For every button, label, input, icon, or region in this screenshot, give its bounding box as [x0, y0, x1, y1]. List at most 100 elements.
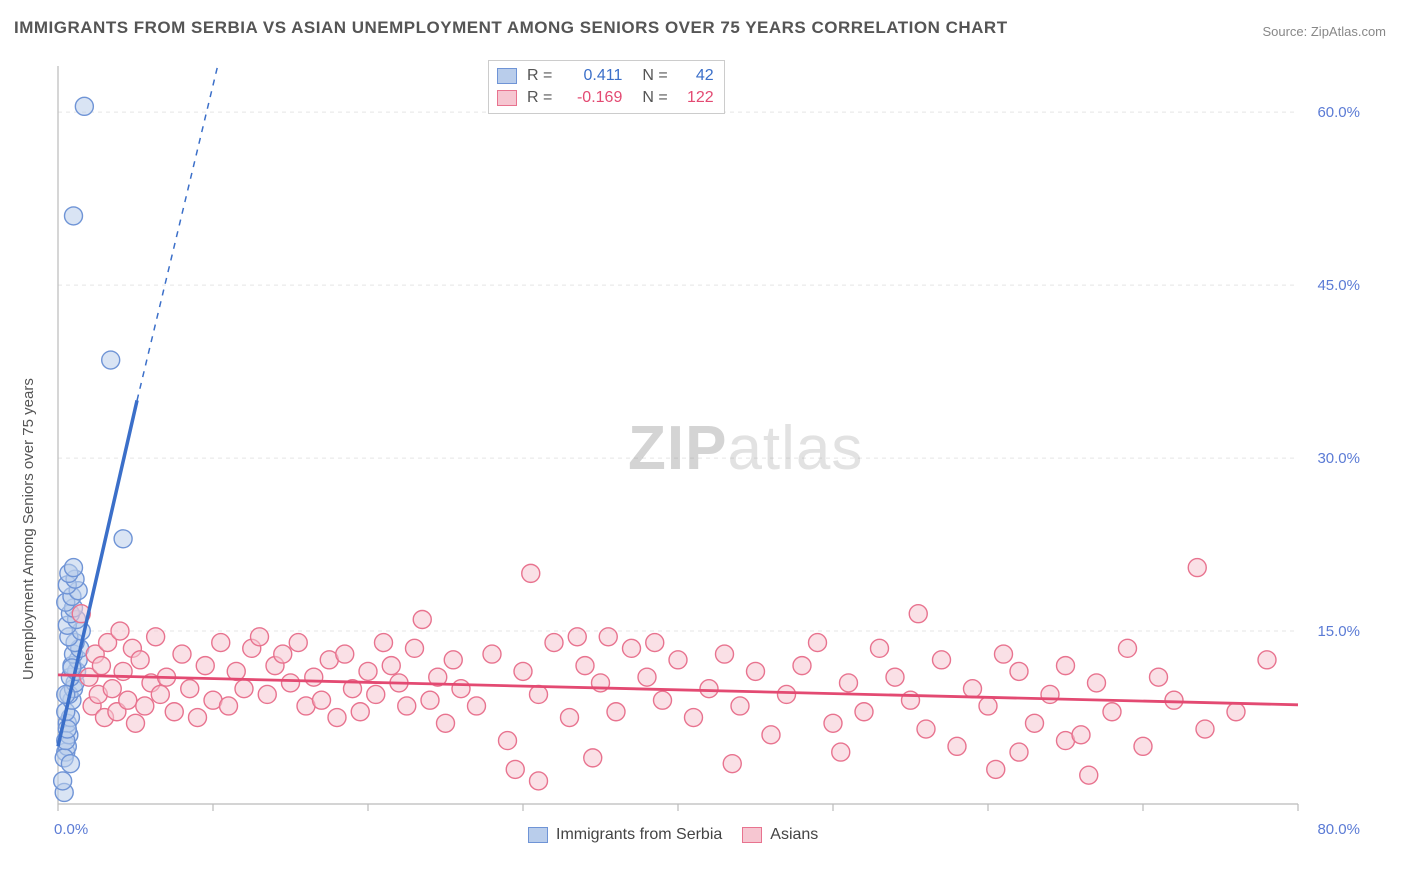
scatter-point — [1026, 714, 1044, 732]
scatter-point — [444, 651, 462, 669]
legend-label: Asians — [770, 826, 818, 844]
watermark: ZIPatlas — [628, 413, 863, 484]
scatter-point — [406, 639, 424, 657]
y-axis-label: Unemployment Among Seniors over 75 years — [20, 378, 37, 680]
scatter-point — [196, 657, 214, 675]
scatter-point — [669, 651, 687, 669]
scatter-point — [336, 645, 354, 663]
scatter-point — [731, 697, 749, 715]
scatter-point — [646, 634, 664, 652]
scatter-point — [987, 760, 1005, 778]
scatter-point — [1258, 651, 1276, 669]
trend-line-extrapolated — [137, 66, 218, 400]
scatter-point — [468, 697, 486, 715]
svg-text:80.0%: 80.0% — [1317, 821, 1360, 838]
series-legend: Immigrants from Serbia Asians — [528, 826, 818, 844]
scatter-point — [452, 680, 470, 698]
legend-row: R = -0.169N = 122 — [497, 87, 714, 109]
scatter-point — [1010, 743, 1028, 761]
scatter-point — [114, 530, 132, 548]
svg-text:15.0%: 15.0% — [1317, 623, 1360, 640]
scatter-point — [964, 680, 982, 698]
scatter-point — [871, 639, 889, 657]
scatter-point — [1188, 559, 1206, 577]
scatter-point — [832, 743, 850, 761]
scatter-point — [103, 680, 121, 698]
scatter-point — [75, 97, 93, 115]
scatter-point — [514, 662, 532, 680]
scatter-point — [948, 737, 966, 755]
scatter-point — [1072, 726, 1090, 744]
chart-plot-area: 15.0%30.0%45.0%60.0%0.0%80.0% ZIPatlas R… — [48, 58, 1368, 848]
scatter-point — [173, 645, 191, 663]
scatter-point — [530, 772, 548, 790]
scatter-point — [398, 697, 416, 715]
scatter-point — [483, 645, 501, 663]
scatter-point — [351, 703, 369, 721]
scatter-point — [437, 714, 455, 732]
scatter-point — [1150, 668, 1168, 686]
scatter-point — [685, 709, 703, 727]
scatter-point — [189, 709, 207, 727]
svg-text:45.0%: 45.0% — [1317, 277, 1360, 294]
legend-item: Asians — [742, 826, 818, 844]
scatter-point — [584, 749, 602, 767]
legend-item: Immigrants from Serbia — [528, 826, 722, 844]
scatter-point — [1088, 674, 1106, 692]
scatter-point — [258, 685, 276, 703]
scatter-point — [979, 697, 997, 715]
scatter-point — [220, 697, 238, 715]
scatter-point — [995, 645, 1013, 663]
scatter-point — [119, 691, 137, 709]
legend-swatch — [497, 90, 517, 106]
scatter-point — [840, 674, 858, 692]
scatter-point — [181, 680, 199, 698]
scatter-point — [382, 657, 400, 675]
scatter-point — [413, 611, 431, 629]
scatter-point — [530, 685, 548, 703]
scatter-point — [909, 605, 927, 623]
source-label: Source: ZipAtlas.com — [1262, 24, 1386, 39]
scatter-point — [61, 755, 79, 773]
scatter-point — [886, 668, 904, 686]
scatter-point — [305, 668, 323, 686]
scatter-point — [723, 755, 741, 773]
correlation-legend: R = 0.411N = 42R = -0.169N = 122 — [488, 60, 725, 114]
scatter-point — [165, 703, 183, 721]
scatter-point — [793, 657, 811, 675]
scatter-point — [1165, 691, 1183, 709]
scatter-point — [282, 674, 300, 692]
legend-swatch — [497, 68, 517, 84]
scatter-point — [607, 703, 625, 721]
legend-label: Immigrants from Serbia — [556, 826, 722, 844]
scatter-point — [506, 760, 524, 778]
scatter-point — [1057, 657, 1075, 675]
scatter-point — [359, 662, 377, 680]
scatter-point — [568, 628, 586, 646]
scatter-point — [545, 634, 563, 652]
scatter-point — [778, 685, 796, 703]
scatter-point — [933, 651, 951, 669]
scatter-point — [824, 714, 842, 732]
scatter-point — [638, 668, 656, 686]
scatter-point — [274, 645, 292, 663]
legend-swatch — [742, 827, 762, 843]
scatter-point — [151, 685, 169, 703]
svg-text:30.0%: 30.0% — [1317, 450, 1360, 467]
legend-swatch — [528, 827, 548, 843]
scatter-point — [599, 628, 617, 646]
legend-row: R = 0.411N = 42 — [497, 65, 714, 87]
scatter-point — [1041, 685, 1059, 703]
scatter-point — [716, 645, 734, 663]
scatter-point — [212, 634, 230, 652]
svg-text:0.0%: 0.0% — [54, 821, 88, 838]
scatter-point — [917, 720, 935, 738]
scatter-point — [700, 680, 718, 698]
scatter-point — [289, 634, 307, 652]
scatter-point — [147, 628, 165, 646]
scatter-point — [1080, 766, 1098, 784]
scatter-point — [1119, 639, 1137, 657]
scatter-point — [111, 622, 129, 640]
scatter-point — [1196, 720, 1214, 738]
scatter-point — [102, 351, 120, 369]
